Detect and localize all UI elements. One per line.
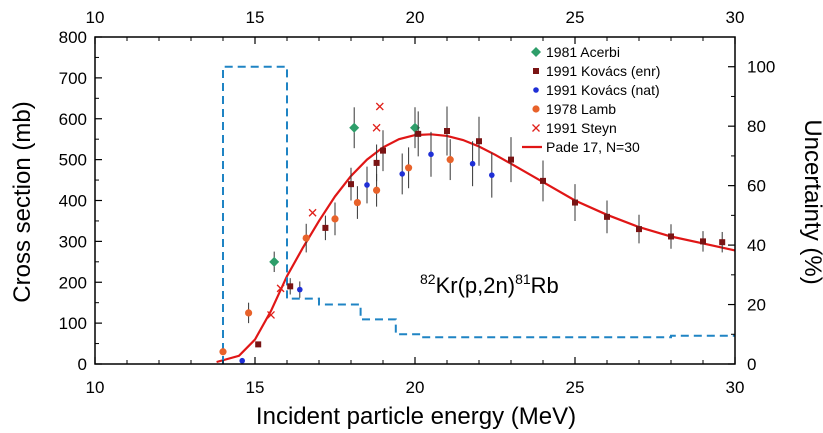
legend-marker xyxy=(532,105,540,113)
data-point-square xyxy=(444,128,450,135)
data-point-square xyxy=(476,138,482,145)
data-point-circle xyxy=(219,348,227,356)
data-point-diamond xyxy=(349,122,360,133)
data-point-square xyxy=(668,233,674,240)
x-tick-label: 10 xyxy=(86,378,105,397)
data-point-square xyxy=(700,238,706,245)
reaction-mass-target: 82 xyxy=(420,271,436,287)
data-point-square xyxy=(604,213,610,220)
y-tick-label: 600 xyxy=(59,110,87,129)
x-tick-label-top: 10 xyxy=(86,8,105,27)
x-axis-title: Incident particle energy (MeV) xyxy=(256,403,576,430)
y2-tick-label: 100 xyxy=(747,58,775,77)
data-point-circle-small xyxy=(489,172,495,178)
x-tick-label-top: 15 xyxy=(246,8,265,27)
data-point-circle-small xyxy=(297,286,303,293)
data-point-square xyxy=(380,147,386,154)
y-tick-label: 400 xyxy=(59,192,87,211)
legend-label: 1981 Acerbi xyxy=(546,44,620,60)
data-point-diamond xyxy=(269,256,280,267)
legend-label: 1991 Steyn xyxy=(546,120,617,136)
legend: 1981 Acerbi 1991 Kovács (enr) 1991 Kovács … xyxy=(522,44,660,155)
x-tick-label: 25 xyxy=(566,378,585,397)
reaction-mass-product: 81 xyxy=(515,271,531,287)
data-point-square xyxy=(373,159,380,166)
legend-marker xyxy=(533,68,539,74)
y-tick-label: 700 xyxy=(59,69,87,88)
data-point-diamond xyxy=(410,122,420,133)
data-point-square xyxy=(415,130,422,137)
x-marker-stroke xyxy=(276,284,285,293)
data-point-circle-small xyxy=(239,357,245,364)
y-tick-label: 100 xyxy=(59,314,87,333)
y2-tick-label: 0 xyxy=(747,355,756,374)
data-point-square xyxy=(540,177,546,184)
x-tick-label-top: 20 xyxy=(406,8,425,27)
x-marker-stroke xyxy=(308,208,317,217)
reaction-target: Kr(p,2n) xyxy=(436,273,515,298)
y-tick-label: 0 xyxy=(78,355,87,374)
y-tick-label: 200 xyxy=(59,273,87,292)
legend-marker xyxy=(532,124,540,132)
y2-tick-label: 40 xyxy=(747,236,766,255)
data-point-square xyxy=(287,283,294,290)
reaction-label: 82Kr(p,2n)81Rb xyxy=(420,271,559,298)
legend-marker xyxy=(531,47,541,57)
data-point-square xyxy=(508,156,514,163)
data-point-x xyxy=(276,284,285,293)
data-point-circle xyxy=(245,309,253,317)
x-marker-stroke xyxy=(372,123,381,132)
data-point-circle-small xyxy=(399,171,406,177)
data-point-square xyxy=(322,224,329,231)
x-tick-label-top: 30 xyxy=(726,8,745,27)
y2-tick-label: 60 xyxy=(747,177,766,196)
legend-label: Pade 17, N=30 xyxy=(546,139,640,155)
data-point-circle xyxy=(331,215,339,223)
data-point-circle-small xyxy=(364,182,370,188)
x-tick-label: 15 xyxy=(246,378,265,397)
data-point-x xyxy=(308,208,317,217)
data-point-x xyxy=(375,102,384,111)
x-tick-label: 20 xyxy=(406,378,425,397)
data-point-circle xyxy=(353,198,361,207)
legend-label: 1991 Kovács (nat) xyxy=(546,82,660,98)
reaction-product: Rb xyxy=(531,273,559,298)
data-point-square xyxy=(719,239,726,246)
data-point-circle-small xyxy=(469,160,476,167)
data-point-square xyxy=(348,181,354,188)
fit-curve xyxy=(216,133,736,364)
x-marker-stroke xyxy=(267,310,275,319)
y-tick-label: 500 xyxy=(59,151,87,170)
data-point-square xyxy=(572,199,578,206)
x-marker-stroke xyxy=(375,102,384,111)
data-point-circle xyxy=(405,164,413,172)
y-tick-label: 300 xyxy=(59,232,87,251)
data-point-square xyxy=(636,226,642,233)
legend-label: 1991 Kovács (enr) xyxy=(546,63,660,79)
y2-axis-title: Uncertainty (%) xyxy=(799,119,823,284)
data-point-circle xyxy=(446,156,454,164)
legend-label: 1978 Lamb xyxy=(546,101,616,117)
data-point-square xyxy=(255,341,262,348)
uncertainty-line xyxy=(222,65,735,364)
data-point-circle xyxy=(302,234,310,242)
data-point-circle xyxy=(373,186,381,194)
y-tick-label: 800 xyxy=(59,28,87,47)
y2-tick-label: 80 xyxy=(747,117,766,136)
x-tick-label: 30 xyxy=(726,378,745,397)
data-point-x xyxy=(267,310,275,319)
x-marker-stroke xyxy=(532,124,540,132)
y-axis-title: Cross section (mb) xyxy=(9,101,36,302)
y2-tick-label: 20 xyxy=(747,296,766,315)
x-tick-label-top: 25 xyxy=(566,8,585,27)
data-point-x xyxy=(372,123,381,132)
data-point-circle-small xyxy=(428,151,434,158)
legend-marker xyxy=(533,87,539,93)
